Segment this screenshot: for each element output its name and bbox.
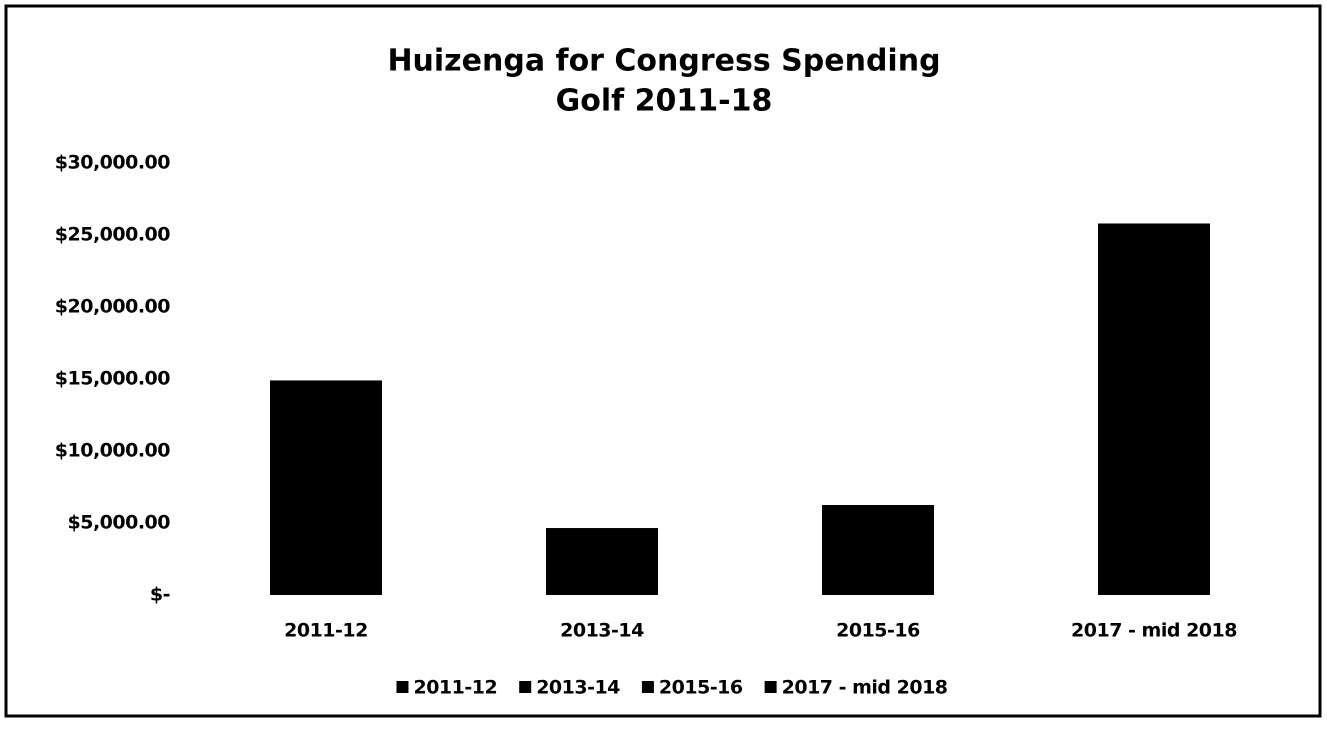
y-tick-label: $20,000.00 xyxy=(55,296,170,318)
legend-label: 2015-16 xyxy=(659,677,743,699)
bar xyxy=(822,505,934,595)
legend-swatch xyxy=(764,681,777,693)
chart-title: Huizenga for Congress Spending xyxy=(387,44,940,79)
y-tick-label: $5,000.00 xyxy=(68,512,171,534)
legend-swatch xyxy=(641,681,654,693)
bar xyxy=(546,528,658,595)
x-tick-label: 2013-14 xyxy=(560,620,644,642)
y-tick-label: $25,000.00 xyxy=(55,224,170,246)
x-tick-label: 2011-12 xyxy=(284,620,368,642)
legend-swatch xyxy=(396,681,409,693)
y-tick-label: $15,000.00 xyxy=(55,368,170,390)
bar xyxy=(1098,223,1210,596)
chart-title: Golf 2011-18 xyxy=(556,84,773,119)
y-tick-label: $30,000.00 xyxy=(55,152,170,174)
x-tick-label: 2015-16 xyxy=(836,620,920,642)
legend-label: 2017 - mid 2018 xyxy=(782,677,948,699)
y-tick-label: $10,000.00 xyxy=(55,440,170,462)
x-tick-label: 2017 - mid 2018 xyxy=(1071,620,1237,642)
bar xyxy=(270,380,382,595)
y-tick-label: $- xyxy=(150,584,170,606)
legend-label: 2011-12 xyxy=(413,677,497,699)
legend: 2011-12 2013-14 2015-16 2017 - mid 2018 xyxy=(396,677,948,699)
legend-label: 2013-14 xyxy=(536,677,620,699)
legend-swatch xyxy=(519,681,532,693)
